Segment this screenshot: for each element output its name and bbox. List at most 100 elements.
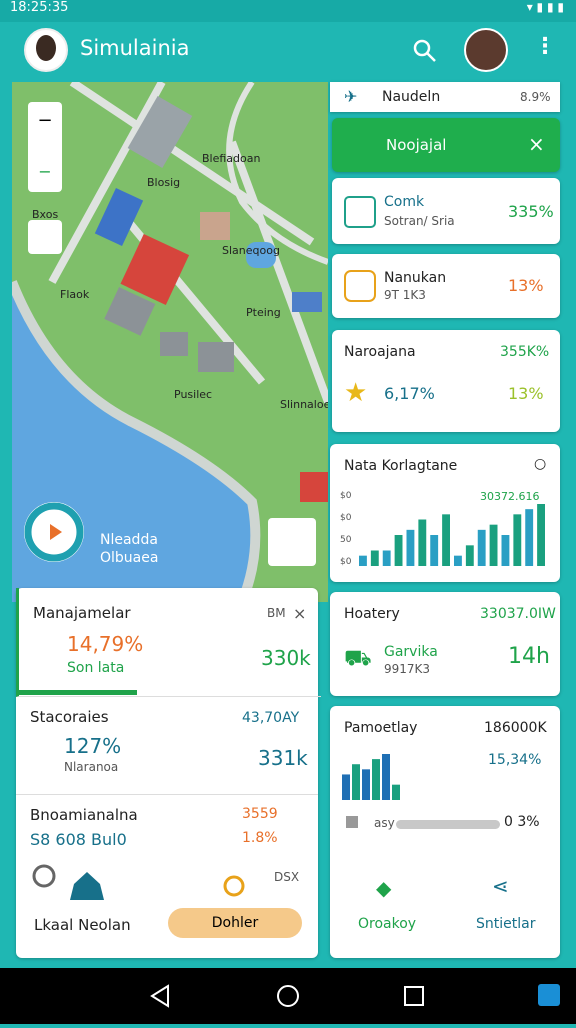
map-label: Pteing [246, 306, 281, 319]
bar [489, 524, 498, 566]
search-icon[interactable] [412, 38, 438, 64]
map-label: Blosig [147, 176, 180, 189]
value: 14,79% [67, 632, 144, 656]
widget-line: Nleadda [100, 532, 158, 548]
value: 127% [64, 734, 122, 758]
bar [372, 759, 380, 800]
banner-text: Noojajal [386, 136, 447, 154]
badge: 43,70AY [242, 710, 300, 726]
bar-chart: $0 $0 50 $0 [340, 491, 545, 567]
bar [477, 529, 486, 566]
action[interactable]: Sntietlar [476, 916, 536, 932]
bar [352, 764, 360, 800]
payments-title: Pamoetlay [344, 720, 418, 736]
badge: BM [267, 606, 286, 620]
bar [392, 784, 400, 800]
mini-chart [342, 754, 400, 800]
progress-label: asy [374, 816, 395, 830]
icons [32, 864, 245, 900]
clock: 18:25:35 [10, 0, 69, 15]
hours-sub: 9917K3 [384, 662, 431, 676]
sub: Son lata [67, 660, 125, 676]
avatar[interactable] [464, 28, 508, 72]
nav-bar [0, 968, 576, 1024]
status-bar: 18:25:35 ▾ ▮ ▮ ▮ [0, 0, 576, 22]
chart-title: Nata Korlagtane [344, 458, 458, 474]
close[interactable]: × [528, 132, 545, 156]
badge: 3559 [242, 806, 278, 822]
chart-value-label: 30372.616 [480, 490, 540, 503]
map-label: Bxos [32, 208, 58, 221]
map-label: Slaneqoog [222, 244, 280, 257]
bar [382, 754, 390, 800]
y-label: $0 [340, 557, 352, 567]
app-title: Simulainia [80, 36, 190, 60]
card-sub: Sotran/ Sria [384, 214, 455, 228]
bar [406, 529, 415, 566]
action[interactable]: Oroakoy [358, 916, 417, 932]
bar [382, 550, 391, 566]
map-label: Slinnaloe [280, 398, 328, 411]
stats-right: 13% [508, 384, 544, 403]
card-title: Manajamelar [33, 604, 131, 622]
extra: DSX [274, 870, 300, 884]
stats-card[interactable]: Naroajana 355K% ★ 6,17% 13% [332, 330, 560, 432]
card[interactable]: Manajamelar BM × 14,79% Son lata 330k [16, 588, 321, 697]
bar [454, 555, 462, 566]
svg-text:−: − [38, 162, 51, 181]
bar [525, 509, 534, 566]
hours-card[interactable]: Hoatery 33037.0IW ⛟ Garvika 9917K3 14h [330, 592, 560, 696]
card[interactable]: Comk Sotran/ Sria 335% [332, 178, 560, 244]
header-title: Naudeln [382, 89, 441, 105]
chart-card[interactable]: Nata Korlagtane ○ 30372.616 $0 $0 50 $0 [330, 444, 560, 582]
left-panel: Manajamelar BM × 14,79% Son lata 330k St… [16, 588, 321, 958]
close[interactable]: × [293, 604, 307, 623]
sub: Nlaranoa [64, 760, 119, 774]
y-label: 50 [340, 535, 352, 545]
footer-label: Lkaal Neolan [34, 916, 131, 934]
bar [342, 774, 350, 800]
right-value: 331k [258, 746, 308, 770]
bar [418, 519, 427, 566]
app-bar: Simulainia ⋮ [0, 22, 576, 80]
right-value: 330k [261, 646, 311, 670]
widget-line: Olbuaea [100, 550, 158, 566]
bar [370, 550, 379, 566]
value: S8 608 Bul0 [30, 830, 127, 849]
bar [537, 504, 545, 566]
bar [430, 535, 439, 566]
banner[interactable]: Noojajal × [332, 118, 560, 172]
card-title: Nanukan [384, 270, 447, 286]
hours-title: Hoatery [344, 606, 400, 622]
card-title: Bnoamianalna [30, 806, 138, 824]
stats-title: Naroajana [344, 344, 416, 360]
bar [513, 514, 522, 566]
menu[interactable]: ⋮ [534, 34, 556, 59]
card[interactable]: Nanukan 9T 1K3 13% [332, 254, 560, 318]
bar [394, 535, 403, 566]
map-label: Flaok [60, 288, 90, 301]
hours-value: 14h [508, 644, 550, 669]
payments-value: 15,34% [488, 752, 542, 768]
button[interactable]: Dohler [168, 908, 302, 938]
bar [362, 769, 370, 800]
status-icons: ▾ ▮ ▮ ▮ [526, 0, 564, 14]
logo[interactable] [24, 28, 68, 72]
card-value: 335% [508, 202, 554, 221]
hours-name: Garvika [384, 644, 438, 660]
bar [442, 514, 450, 566]
right-value: 1.8% [242, 830, 278, 846]
header-value: 8.9% [520, 90, 551, 104]
bar [501, 535, 510, 566]
payments-card[interactable]: Pamoetlay 186000K 15,34% asy 0 3% ◆ ⋖ Or… [330, 706, 560, 958]
card-title: Stacoraies [30, 708, 109, 726]
map[interactable]: − − Blefiadoan Blosig Bxos Slaneqoog Flao… [12, 82, 328, 602]
card-value: 13% [508, 276, 544, 295]
bar [465, 545, 474, 566]
stats-value: 6,17% [384, 384, 435, 403]
hours-top: 33037.0IW [480, 606, 556, 622]
stats-top: 355K% [500, 344, 550, 360]
bar [359, 555, 367, 566]
y-label: $0 [340, 491, 352, 501]
